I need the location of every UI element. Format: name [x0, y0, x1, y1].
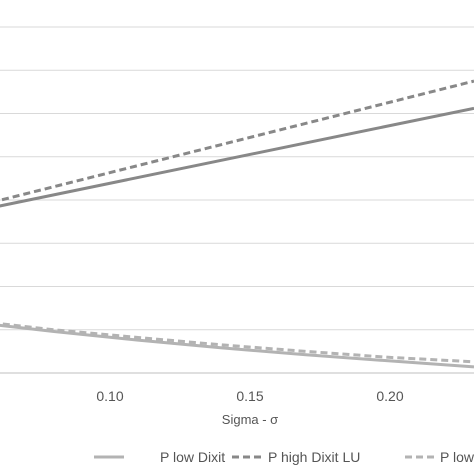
legend-label: P high Dixit LU: [268, 449, 360, 465]
gridlines: [0, 26, 474, 331]
x-tick-label: 0.20: [376, 388, 403, 404]
series-line-p-low-dixit: [0, 323, 474, 369]
x-tick-label: 0.10: [96, 388, 123, 404]
series-line-p-high-dixit: [0, 106, 474, 208]
x-tick-labels: 0.10 0.15 0.20: [96, 388, 403, 404]
legend-label: P low Dixit: [160, 449, 225, 465]
series-line-p-low-dixit-lu: [0, 322, 474, 364]
x-tick-label: 0.15: [236, 388, 263, 404]
series-lines: [0, 79, 474, 369]
x-axis-title: Sigma - σ: [222, 412, 278, 427]
series-line-p-high-dixit-lu: [0, 79, 474, 202]
legend-label: P low Dixit LU: [440, 449, 474, 465]
